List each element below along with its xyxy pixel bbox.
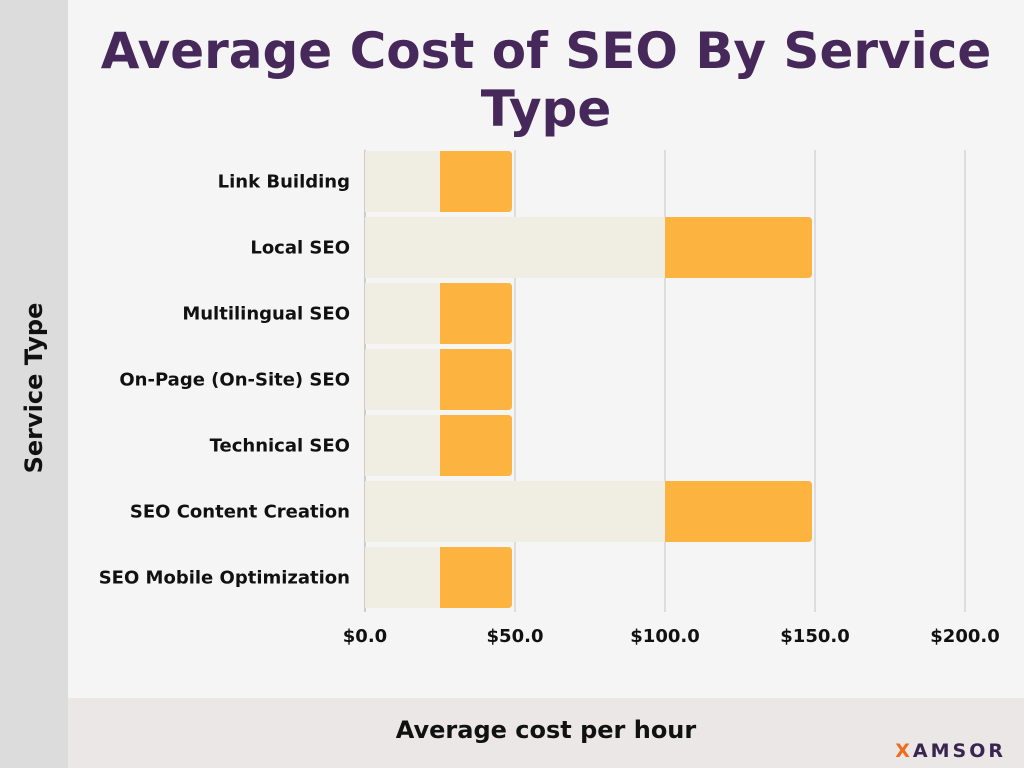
bar-low-segment: [365, 547, 440, 608]
bar-low-segment: [365, 415, 440, 476]
x-tick-label: $50.0: [487, 626, 544, 647]
category-label: Multilingual SEO: [182, 304, 350, 325]
category-label: Link Building: [218, 172, 350, 193]
bar-high-segment: [665, 217, 812, 278]
x-tick-label: $150.0: [780, 626, 849, 647]
x-tick-label: $200.0: [930, 626, 999, 647]
bar-low-segment: [365, 151, 440, 212]
bar-high-segment: [440, 349, 512, 410]
bar-low-segment: [365, 481, 665, 542]
left-strip: [0, 0, 68, 768]
category-label: Technical SEO: [210, 436, 350, 457]
bar-high-segment: [440, 415, 512, 476]
chart-title: Average Cost of SEO By Service Type: [100, 22, 992, 138]
bar-high-segment: [440, 151, 512, 212]
category-label: SEO Mobile Optimization: [99, 568, 350, 589]
bar-low-segment: [365, 283, 440, 344]
x-tick-label: $0.0: [343, 626, 387, 647]
category-label: SEO Content Creation: [130, 502, 350, 523]
category-label: On-Page (On-Site) SEO: [119, 370, 350, 391]
x-axis-label: Average cost per hour: [395, 716, 697, 744]
bar-low-segment: [365, 349, 440, 410]
brand-logo: XAMSOR: [895, 740, 1006, 762]
bar-high-segment: [440, 547, 512, 608]
bar-high-segment: [665, 481, 812, 542]
bar-high-segment: [440, 283, 512, 344]
x-tick-label: $100.0: [630, 626, 699, 647]
category-label: Local SEO: [250, 238, 350, 259]
bar-low-segment: [365, 217, 665, 278]
bottom-band: [68, 698, 1024, 768]
